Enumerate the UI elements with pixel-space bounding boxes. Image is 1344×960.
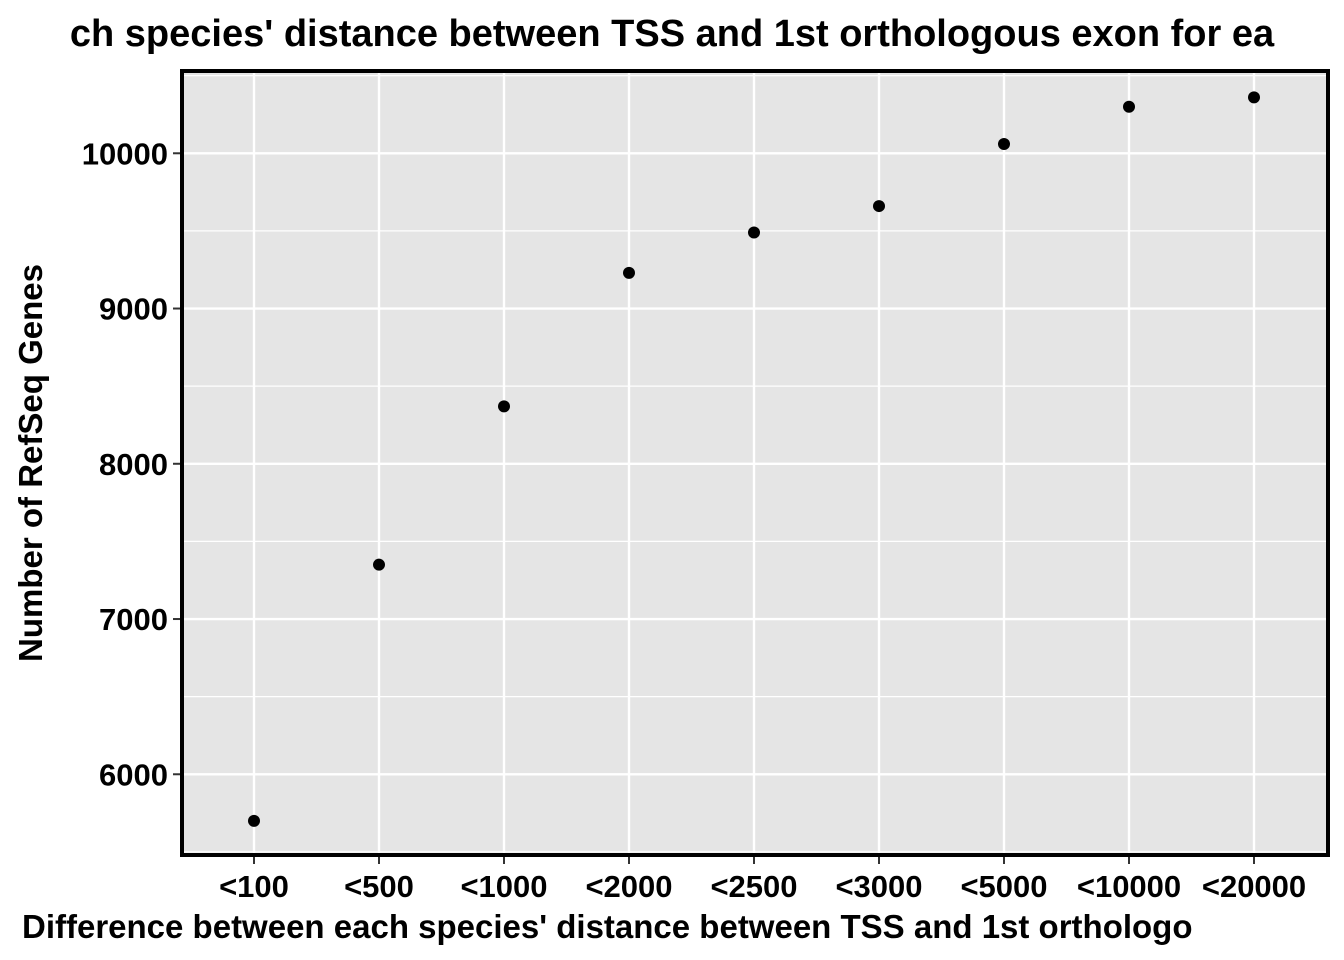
data-point: [623, 266, 635, 279]
x-tick-label: <100: [219, 869, 289, 904]
data-point: [748, 226, 760, 239]
data-point: [873, 200, 885, 213]
data-point: [248, 814, 260, 827]
x-tick-label: <2500: [710, 869, 797, 904]
x-tick-label: <20000: [1202, 869, 1306, 904]
y-tick-label: 9000: [99, 292, 168, 327]
y-axis-label: Number of RefSeq Genes: [12, 264, 49, 662]
y-tick-label: 10000: [82, 136, 168, 171]
data-point: [1123, 100, 1135, 113]
data-point: [373, 558, 385, 571]
data-point: [498, 400, 510, 413]
x-tick-label: <5000: [960, 869, 1047, 904]
x-tick-label: <2000: [585, 869, 672, 904]
chart-title: ch species' distance between TSS and 1st…: [70, 13, 1275, 55]
data-point: [1248, 91, 1260, 104]
x-tick-label: <1000: [460, 869, 547, 904]
data-points: [248, 91, 1260, 827]
x-tick-label: <3000: [835, 869, 922, 904]
panel-border: [180, 69, 1330, 857]
x-axis-label: Difference between each species' distanc…: [22, 908, 1193, 945]
y-tick-label: 8000: [99, 447, 168, 482]
major-gridlines: [182, 71, 1328, 855]
x-axis-ticks: <100 <500 <1000 <2000 <2500 <3000 <5000 <10000 <…: [219, 857, 1306, 904]
data-point: [998, 137, 1010, 150]
y-axis-ticks: 6000 7000 8000 9000 10000: [82, 136, 180, 792]
y-tick-label: 7000: [99, 602, 168, 637]
x-tick-label: <10000: [1077, 869, 1181, 904]
x-tick-label: <500: [344, 869, 414, 904]
y-tick-label: 6000: [99, 757, 168, 792]
